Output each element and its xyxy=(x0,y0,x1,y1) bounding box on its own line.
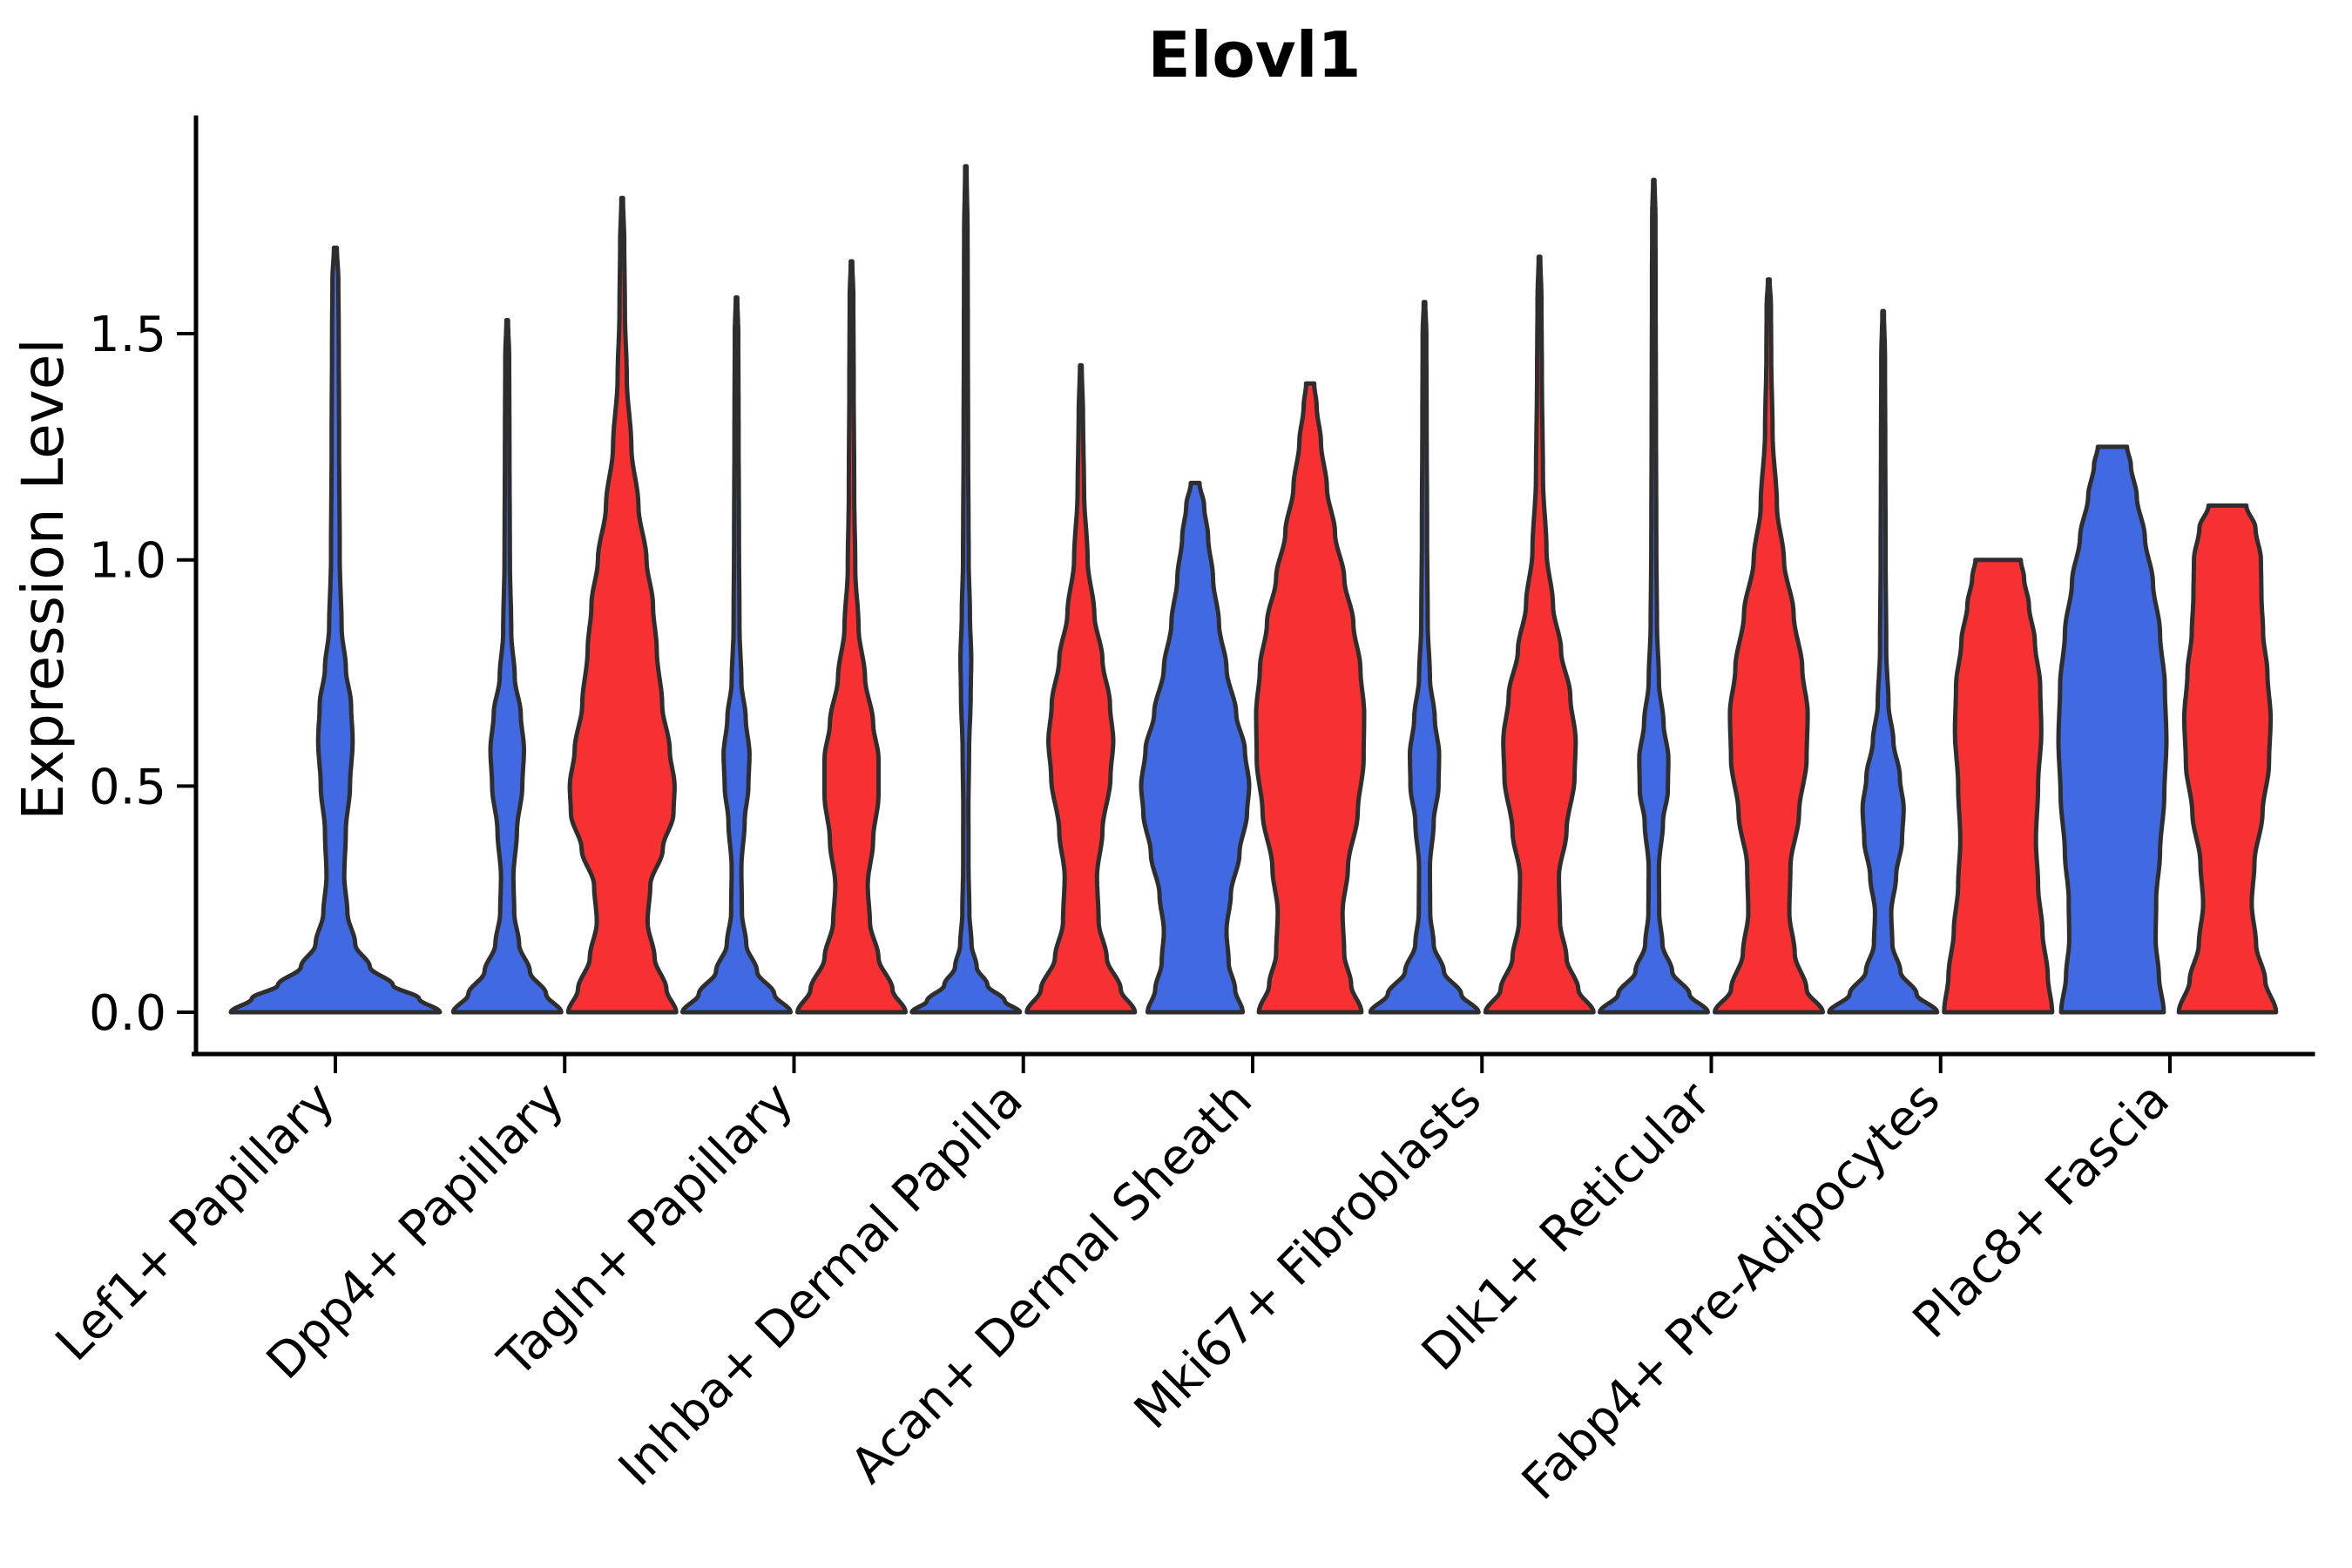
violin-fabp4-pre-adipocytes-blue xyxy=(1827,308,1940,1015)
violin-dlk1-reticular-red xyxy=(1713,277,1825,1015)
x-category-label: Acan+ Dermal Sheath xyxy=(840,1071,1263,1495)
violin-mki67-fibroblasts-blue xyxy=(1368,300,1481,1015)
violin-inhba-dermal-papilla-blue xyxy=(909,164,1023,1015)
violin-plac8-fascia-red xyxy=(2176,503,2279,1015)
violin-lef1-papillary-blue xyxy=(228,245,443,1015)
violins-layer xyxy=(228,164,2279,1015)
violin-inhba-dermal-papilla-red xyxy=(1024,362,1138,1015)
violin-dpp4-papillary-blue xyxy=(450,318,564,1015)
violin-acan-dermal-sheath-red xyxy=(1254,381,1367,1015)
violin-acan-dermal-sheath-blue xyxy=(1139,480,1252,1015)
violin-tagln-papillary-red xyxy=(795,259,908,1015)
violin-tagln-papillary-blue xyxy=(680,295,793,1015)
violin-fabp4-pre-adipocytes-red xyxy=(1942,558,2055,1015)
y-tick-label: 0.0 xyxy=(89,985,166,1042)
x-category-label: Inhba+ Dermal Papilla xyxy=(608,1071,1034,1497)
y-tick-label: 1.5 xyxy=(89,307,166,363)
x-category-label: Fabp4+ Pre-Adipocytes xyxy=(1511,1071,1951,1511)
violin-plac8-fascia-blue xyxy=(2056,444,2169,1015)
chart-title: Elovl1 xyxy=(1147,18,1361,91)
violin-dpp4-papillary-red xyxy=(565,195,679,1015)
y-axis-title: Expression Level xyxy=(10,338,77,820)
y-tick-label: 0.5 xyxy=(89,759,166,815)
y-tick-label: 1.0 xyxy=(89,533,166,590)
y-axis-ticks: 0.0 0.5 1.0 1.5 xyxy=(89,307,196,1042)
violin-dlk1-reticular-blue xyxy=(1598,178,1710,1015)
violin-mki67-fibroblasts-red xyxy=(1483,254,1596,1015)
